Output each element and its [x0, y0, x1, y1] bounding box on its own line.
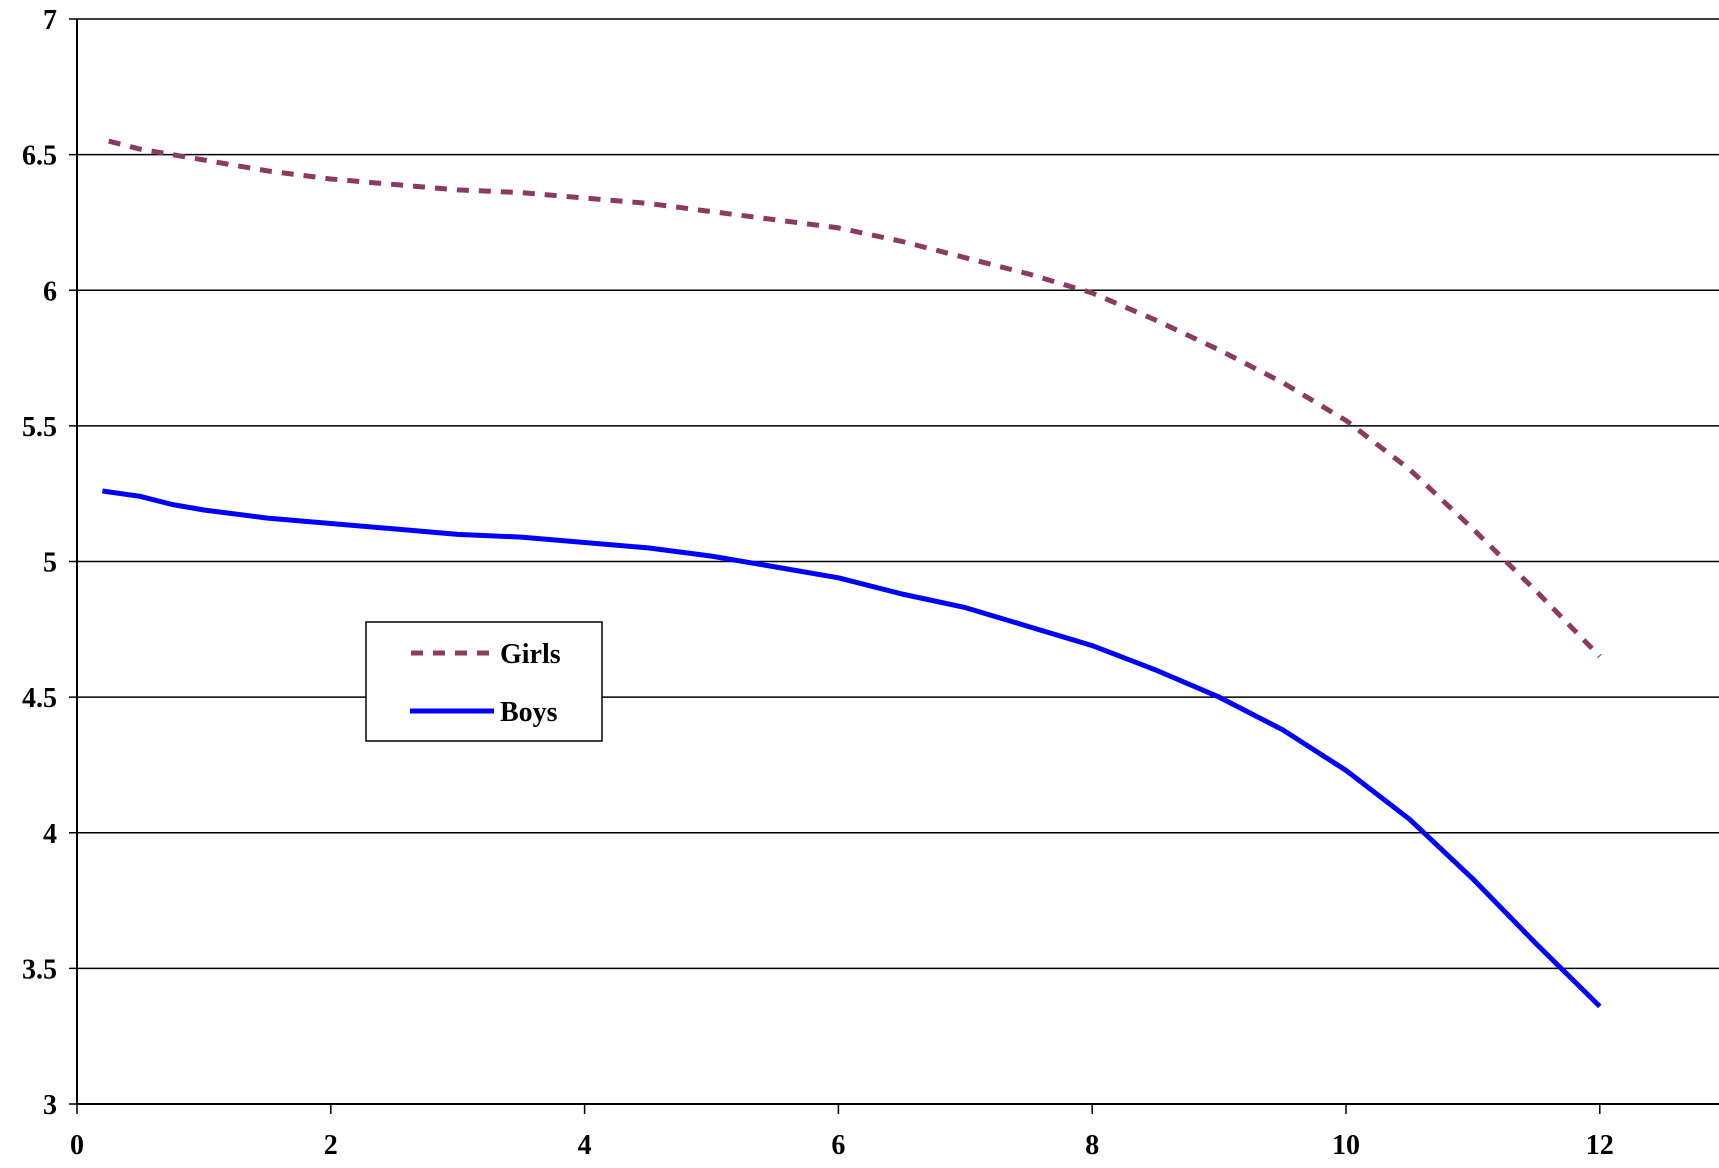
y-tick-label: 6.5 [22, 141, 57, 172]
y-tick-label: 5 [43, 548, 57, 579]
series-line-girls [108, 138, 1602, 659]
y-tick-label: 4 [43, 819, 57, 850]
legend-label-girls: Girls [500, 639, 561, 670]
y-tick-label: 6 [43, 276, 57, 307]
legend-box [365, 621, 603, 742]
x-tick-label: 4 [578, 1130, 592, 1161]
x-tick-label: 2 [324, 1130, 338, 1161]
legend: Girls Boys [365, 621, 603, 742]
x-tick-label: 6 [831, 1130, 845, 1161]
x-axis-ticks: 0 2 4 6 8 10 12 [70, 1104, 1614, 1161]
grid-lines [77, 18, 1719, 970]
legend-label-boys: Boys [500, 697, 558, 728]
x-tick-label: 0 [70, 1130, 84, 1161]
y-axis-ticks: 3 3.5 4 4.5 5 5.5 6 6.5 7 [22, 5, 77, 1121]
y-tick-label: 3 [43, 1090, 57, 1121]
y-tick-label: 4.5 [22, 683, 57, 714]
y-tick-label: 7 [43, 5, 57, 36]
y-tick-label: 5.5 [22, 412, 57, 443]
series-lines [102, 138, 1602, 1009]
x-tick-label: 12 [1586, 1130, 1614, 1161]
series-line-boys [102, 488, 1602, 1009]
x-tick-label: 8 [1085, 1130, 1099, 1161]
x-tick-label: 10 [1332, 1130, 1360, 1161]
y-tick-label: 3.5 [22, 954, 57, 985]
